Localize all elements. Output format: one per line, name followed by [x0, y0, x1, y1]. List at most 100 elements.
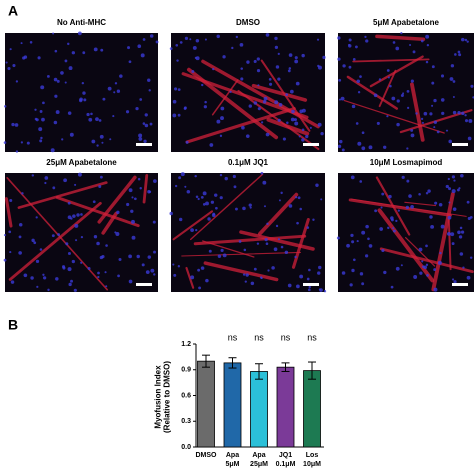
nucleus [99, 134, 104, 139]
nucleus [207, 217, 211, 221]
nucleus [339, 139, 343, 144]
nucleus [81, 81, 85, 85]
nucleus [395, 266, 400, 271]
image-title: 0.1μM JQ1 [228, 158, 269, 167]
nucleus [242, 206, 246, 211]
nucleus [179, 41, 183, 44]
nucleus [278, 199, 281, 202]
nucleus [73, 288, 77, 292]
nucleus [317, 65, 322, 70]
nucleus [31, 174, 35, 177]
nucleus [357, 141, 362, 146]
nucleus [31, 238, 35, 243]
nucleus [220, 116, 224, 121]
nucleus [3, 141, 7, 144]
myotube [369, 55, 424, 88]
nucleus [143, 139, 147, 143]
nucleus [381, 248, 385, 253]
nucleus [126, 202, 130, 207]
nucleus [440, 224, 445, 229]
nucleus [467, 136, 472, 141]
nucleus [445, 184, 449, 189]
nucleus [153, 273, 156, 276]
nucleus [243, 248, 247, 252]
nucleus [57, 233, 61, 236]
nucleus [433, 287, 438, 292]
nucleus [101, 141, 104, 144]
nucleus [462, 266, 465, 269]
nucleus [352, 58, 356, 61]
nucleus [263, 205, 266, 208]
nucleus [282, 137, 286, 141]
micrograph [169, 33, 326, 152]
nucleus [40, 136, 43, 140]
nucleus [468, 119, 473, 123]
nucleus [153, 179, 157, 183]
nucleus [128, 60, 132, 64]
x-tick-label: Apa 5μM [225, 452, 239, 468]
nucleus [351, 104, 356, 109]
nucleus [460, 173, 464, 178]
nucleus [464, 38, 468, 42]
myotube [55, 196, 140, 228]
nucleus [425, 244, 428, 248]
nucleus [246, 60, 250, 64]
nucleus [190, 275, 195, 280]
nucleus [102, 97, 106, 101]
nucleus [8, 230, 12, 234]
nucleus [130, 209, 134, 213]
nucleus [235, 207, 238, 211]
nucleus [400, 94, 404, 98]
nucleus [39, 248, 43, 251]
nucleus [433, 120, 438, 124]
nucleus [215, 206, 218, 210]
nucleus [67, 42, 70, 46]
nucleus [3, 258, 7, 262]
nucleus [433, 268, 437, 272]
nucleus [396, 99, 400, 103]
nucleus [114, 231, 117, 234]
nucleus [55, 277, 59, 281]
nucleus [410, 133, 415, 138]
nucleus [152, 220, 156, 224]
nucleus [253, 59, 257, 64]
nucleus [285, 93, 289, 96]
myotube [6, 177, 109, 291]
nucleus [407, 106, 410, 109]
nucleus [174, 184, 178, 188]
nucleus [380, 206, 383, 209]
image-title: DMSO [236, 18, 260, 27]
nucleus [263, 96, 268, 101]
nucleus [88, 117, 93, 122]
nucleus [74, 223, 79, 228]
nucleus [42, 273, 45, 276]
nucleus [265, 33, 270, 37]
nucleus [408, 194, 412, 198]
nucleus [260, 171, 264, 175]
nucleus [441, 111, 445, 116]
nucleus [12, 63, 16, 68]
nucleus [425, 60, 429, 64]
nucleus [145, 270, 150, 275]
nucleus [355, 122, 359, 125]
nucleus [410, 79, 414, 83]
nucleus [97, 271, 100, 275]
y-axis-label: Myofusion Index(Relative to DMSO) [154, 361, 172, 433]
nucleus [383, 145, 387, 149]
nucleus [44, 181, 47, 185]
nucleus [349, 283, 353, 287]
nucleus [448, 187, 452, 191]
nucleus [191, 69, 195, 73]
nucleus [447, 177, 450, 181]
nucleus [253, 101, 258, 105]
nucleus [395, 46, 400, 51]
nucleus [452, 110, 457, 115]
nucleus [406, 179, 410, 183]
nucleus [457, 110, 461, 115]
nucleus [39, 110, 43, 113]
nucleus [260, 121, 264, 124]
nucleus [173, 273, 177, 277]
nucleus [128, 254, 132, 259]
nucleus [256, 57, 260, 61]
nucleus [96, 144, 99, 147]
